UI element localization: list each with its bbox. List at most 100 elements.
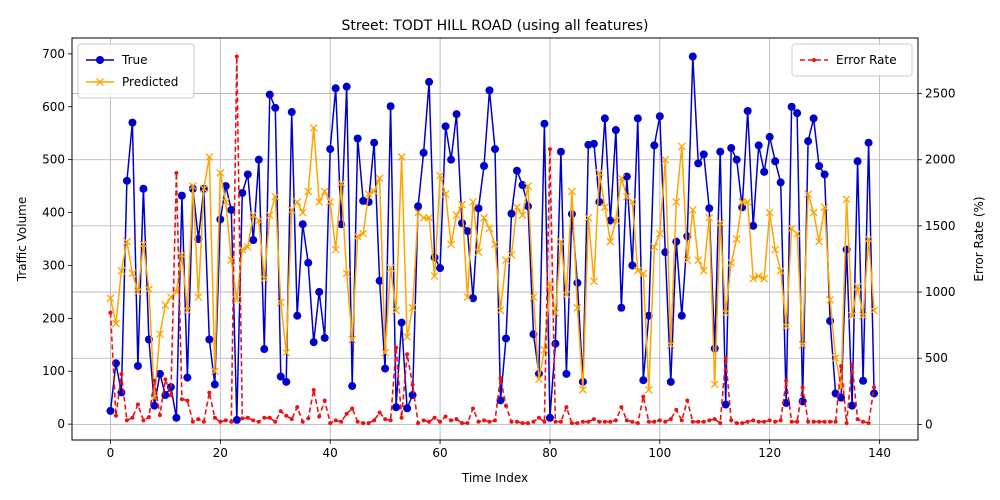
data-point [392, 306, 401, 315]
data-point [782, 322, 791, 331]
data-point [630, 419, 635, 424]
data-point [767, 418, 772, 423]
data-point [567, 187, 576, 196]
data-point [331, 84, 340, 93]
data-point [501, 334, 510, 343]
data-point [683, 256, 692, 265]
data-point [569, 421, 574, 426]
axes: 0 20 40 60 80 100 120 140 0 100 200 300 400 500 600 700… [42, 47, 955, 460]
data-point [844, 421, 849, 426]
data-point [293, 311, 302, 320]
legend-label: Error Rate [836, 53, 897, 67]
data-point [177, 191, 186, 200]
data-point [853, 282, 862, 291]
x-tick-label: 100 [648, 446, 671, 460]
data-point [580, 419, 585, 424]
data-point [295, 405, 300, 410]
data-point [480, 162, 489, 171]
data-point [613, 418, 618, 423]
data-point [694, 256, 703, 265]
data-point [828, 419, 833, 424]
data-point [449, 418, 454, 423]
data-point [771, 157, 780, 166]
data-point [677, 142, 686, 151]
data-point [474, 248, 483, 257]
y-tick-label: 400 [42, 206, 65, 220]
data-point [776, 178, 785, 187]
x-tick-label: 0 [107, 446, 115, 460]
data-point [234, 54, 239, 59]
data-point [348, 335, 357, 344]
data-point [672, 237, 681, 246]
legend-label: True [121, 53, 148, 67]
data-point [386, 264, 395, 273]
data-point [564, 405, 569, 410]
data-point [553, 419, 558, 424]
data-point [304, 187, 313, 196]
data-point [573, 278, 582, 287]
data-point [122, 176, 131, 185]
data-point [699, 150, 708, 159]
data-point [815, 162, 824, 171]
data-point [756, 419, 761, 424]
data-point [447, 240, 456, 249]
data-point [174, 170, 179, 175]
legend-marker [96, 78, 104, 86]
data-point [864, 235, 873, 243]
data-point [267, 415, 272, 420]
series-line [109, 56, 875, 420]
data-point [243, 242, 252, 251]
data-point [469, 294, 478, 303]
data-point [344, 411, 349, 416]
data-point [804, 137, 813, 146]
data-point [452, 211, 461, 220]
data-point [326, 198, 335, 206]
data-point [155, 369, 164, 378]
data-point [716, 219, 725, 228]
data-point [721, 309, 730, 318]
data-point [496, 306, 505, 315]
data-point [518, 211, 527, 220]
data-point [326, 145, 335, 154]
data-point [586, 419, 591, 424]
data-point [458, 200, 466, 209]
data-point [870, 306, 879, 315]
data-point [848, 401, 857, 410]
data-point [644, 311, 653, 320]
data-point [712, 417, 717, 422]
data-point [320, 187, 329, 196]
data-point [859, 376, 868, 385]
data-point [859, 311, 868, 320]
data-point [575, 421, 580, 426]
data-point [287, 108, 296, 117]
data-point [617, 303, 626, 312]
data-point [540, 346, 549, 355]
data-point [309, 338, 318, 347]
data-point [212, 415, 217, 420]
data-point [650, 141, 659, 150]
data-point [567, 210, 576, 219]
data-point [531, 419, 536, 424]
data-point [512, 166, 521, 175]
data-point [562, 290, 571, 299]
data-point [606, 237, 615, 246]
data-point [155, 330, 164, 339]
data-point [133, 287, 142, 296]
data-point [381, 364, 390, 373]
data-point [293, 198, 302, 206]
series-layer [106, 52, 879, 426]
data-point [639, 376, 648, 385]
data-point [188, 182, 197, 191]
data-point [447, 155, 456, 164]
data-point [287, 205, 296, 214]
data-point [773, 419, 778, 424]
data-point [260, 274, 269, 283]
data-point [513, 203, 521, 212]
data-point [491, 240, 499, 249]
series-error-rate [108, 54, 877, 426]
data-point [441, 122, 450, 131]
data-point [685, 398, 690, 403]
data-point [251, 418, 256, 423]
data-point [853, 157, 862, 166]
